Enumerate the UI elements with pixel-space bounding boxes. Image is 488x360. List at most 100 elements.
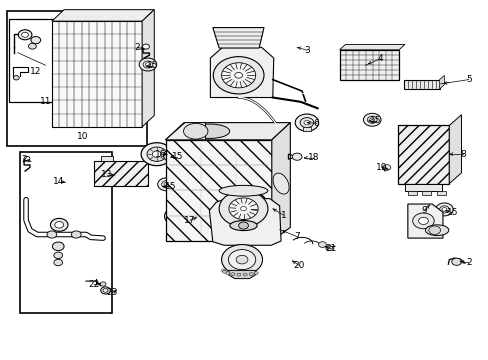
Circle shape	[292, 153, 302, 160]
Circle shape	[234, 72, 242, 78]
Polygon shape	[228, 270, 255, 279]
Text: 15: 15	[171, 152, 183, 161]
Text: 15: 15	[447, 208, 458, 217]
Bar	[422, 191, 430, 195]
Text: 14: 14	[52, 177, 64, 186]
Circle shape	[143, 61, 153, 68]
Polygon shape	[212, 28, 264, 48]
Ellipse shape	[229, 221, 257, 230]
Text: 21: 21	[325, 244, 336, 253]
Bar	[397, 126, 448, 184]
Text: 22: 22	[88, 280, 100, 289]
Circle shape	[21, 32, 28, 37]
Polygon shape	[165, 123, 290, 140]
Bar	[101, 156, 113, 161]
Circle shape	[100, 282, 106, 286]
Bar	[404, 80, 439, 89]
Circle shape	[54, 252, 62, 258]
Text: 17: 17	[184, 216, 195, 225]
Bar	[6, 12, 147, 146]
Circle shape	[31, 37, 41, 44]
Polygon shape	[178, 226, 192, 239]
Ellipse shape	[190, 124, 229, 138]
Text: 11: 11	[40, 97, 51, 106]
Circle shape	[243, 273, 247, 276]
Text: 2: 2	[134, 43, 140, 52]
Text: 3: 3	[304, 46, 309, 55]
Circle shape	[254, 272, 258, 275]
Circle shape	[152, 151, 161, 157]
Circle shape	[236, 255, 247, 264]
Circle shape	[238, 222, 248, 229]
Circle shape	[139, 58, 157, 71]
Circle shape	[71, 231, 81, 238]
Text: 19: 19	[375, 163, 387, 172]
Text: 18: 18	[307, 153, 319, 162]
Circle shape	[101, 287, 110, 294]
Polygon shape	[407, 204, 442, 238]
Circle shape	[382, 165, 390, 170]
Bar	[405, 184, 441, 192]
Circle shape	[451, 258, 461, 265]
Polygon shape	[209, 199, 281, 245]
Circle shape	[412, 213, 433, 229]
Text: 8: 8	[459, 150, 465, 159]
Text: 10: 10	[77, 132, 88, 141]
Text: 7: 7	[294, 232, 300, 241]
Circle shape	[369, 118, 374, 122]
Circle shape	[145, 63, 150, 66]
Circle shape	[300, 118, 313, 128]
Circle shape	[439, 206, 448, 213]
Text: 4: 4	[376, 54, 382, 63]
Polygon shape	[142, 10, 154, 127]
Circle shape	[418, 217, 427, 225]
Circle shape	[240, 207, 246, 211]
Circle shape	[225, 272, 229, 275]
Polygon shape	[339, 44, 404, 50]
Circle shape	[325, 246, 332, 251]
Circle shape	[55, 222, 63, 228]
Bar	[9, 19, 73, 102]
Text: 2: 2	[465, 258, 470, 267]
Bar	[339, 50, 398, 80]
Text: 12: 12	[30, 67, 41, 76]
Text: 1: 1	[280, 211, 286, 220]
Circle shape	[213, 57, 264, 94]
Text: 15: 15	[369, 116, 381, 125]
Circle shape	[222, 270, 226, 273]
Polygon shape	[165, 123, 205, 140]
Bar	[94, 161, 148, 186]
Text: 20: 20	[293, 261, 304, 270]
Text: 13: 13	[101, 170, 113, 179]
Circle shape	[318, 242, 326, 247]
Circle shape	[158, 178, 175, 191]
Ellipse shape	[183, 123, 207, 139]
Bar	[407, 191, 416, 195]
Bar	[165, 140, 271, 241]
Ellipse shape	[219, 185, 267, 196]
Circle shape	[161, 181, 171, 188]
Polygon shape	[271, 123, 290, 241]
Polygon shape	[52, 10, 154, 21]
Circle shape	[50, 219, 68, 231]
Circle shape	[13, 76, 19, 80]
Circle shape	[173, 206, 200, 226]
Text: 15: 15	[164, 182, 176, 191]
Circle shape	[167, 152, 177, 159]
Circle shape	[366, 116, 376, 123]
Circle shape	[363, 113, 380, 126]
Circle shape	[47, 231, 57, 238]
Circle shape	[219, 191, 267, 226]
Circle shape	[221, 63, 255, 88]
Text: 5: 5	[465, 75, 471, 84]
Bar	[436, 191, 445, 195]
Circle shape	[230, 273, 234, 275]
Text: 6: 6	[313, 119, 319, 128]
Circle shape	[169, 154, 174, 157]
Circle shape	[435, 203, 452, 216]
Circle shape	[18, 30, 32, 40]
Polygon shape	[448, 115, 461, 184]
Circle shape	[428, 226, 440, 234]
Ellipse shape	[272, 173, 288, 194]
Bar	[303, 127, 310, 131]
